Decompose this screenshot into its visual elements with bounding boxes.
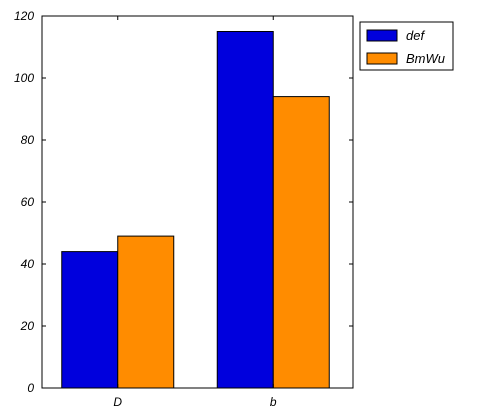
legend: def BmWu [359, 21, 454, 71]
bar-def-b [216, 31, 274, 389]
legend-swatch-def [366, 29, 398, 42]
bars-layer [61, 31, 330, 389]
bar-def-D [61, 251, 119, 389]
y-tick-label: 60 [21, 195, 35, 209]
bar-BmWu-D [117, 235, 175, 389]
y-tick-label: 0 [27, 381, 34, 395]
legend-label-def: def [406, 28, 425, 43]
y-tick-label: 80 [21, 133, 35, 147]
y-tick-label: 120 [14, 9, 34, 23]
legend-label-BmWu: BmWu [406, 51, 445, 66]
legend-swatch-BmWu [366, 52, 398, 65]
bar-BmWu-b [272, 96, 330, 389]
y-tick-label: 20 [20, 319, 35, 333]
y-tick-label: 40 [21, 257, 35, 271]
y-tick-label: 100 [14, 71, 34, 85]
y-axis: 0 20 40 60 80 100 120 [14, 9, 353, 395]
x-tick-label: D [113, 395, 122, 409]
x-tick-label: b [270, 395, 277, 409]
